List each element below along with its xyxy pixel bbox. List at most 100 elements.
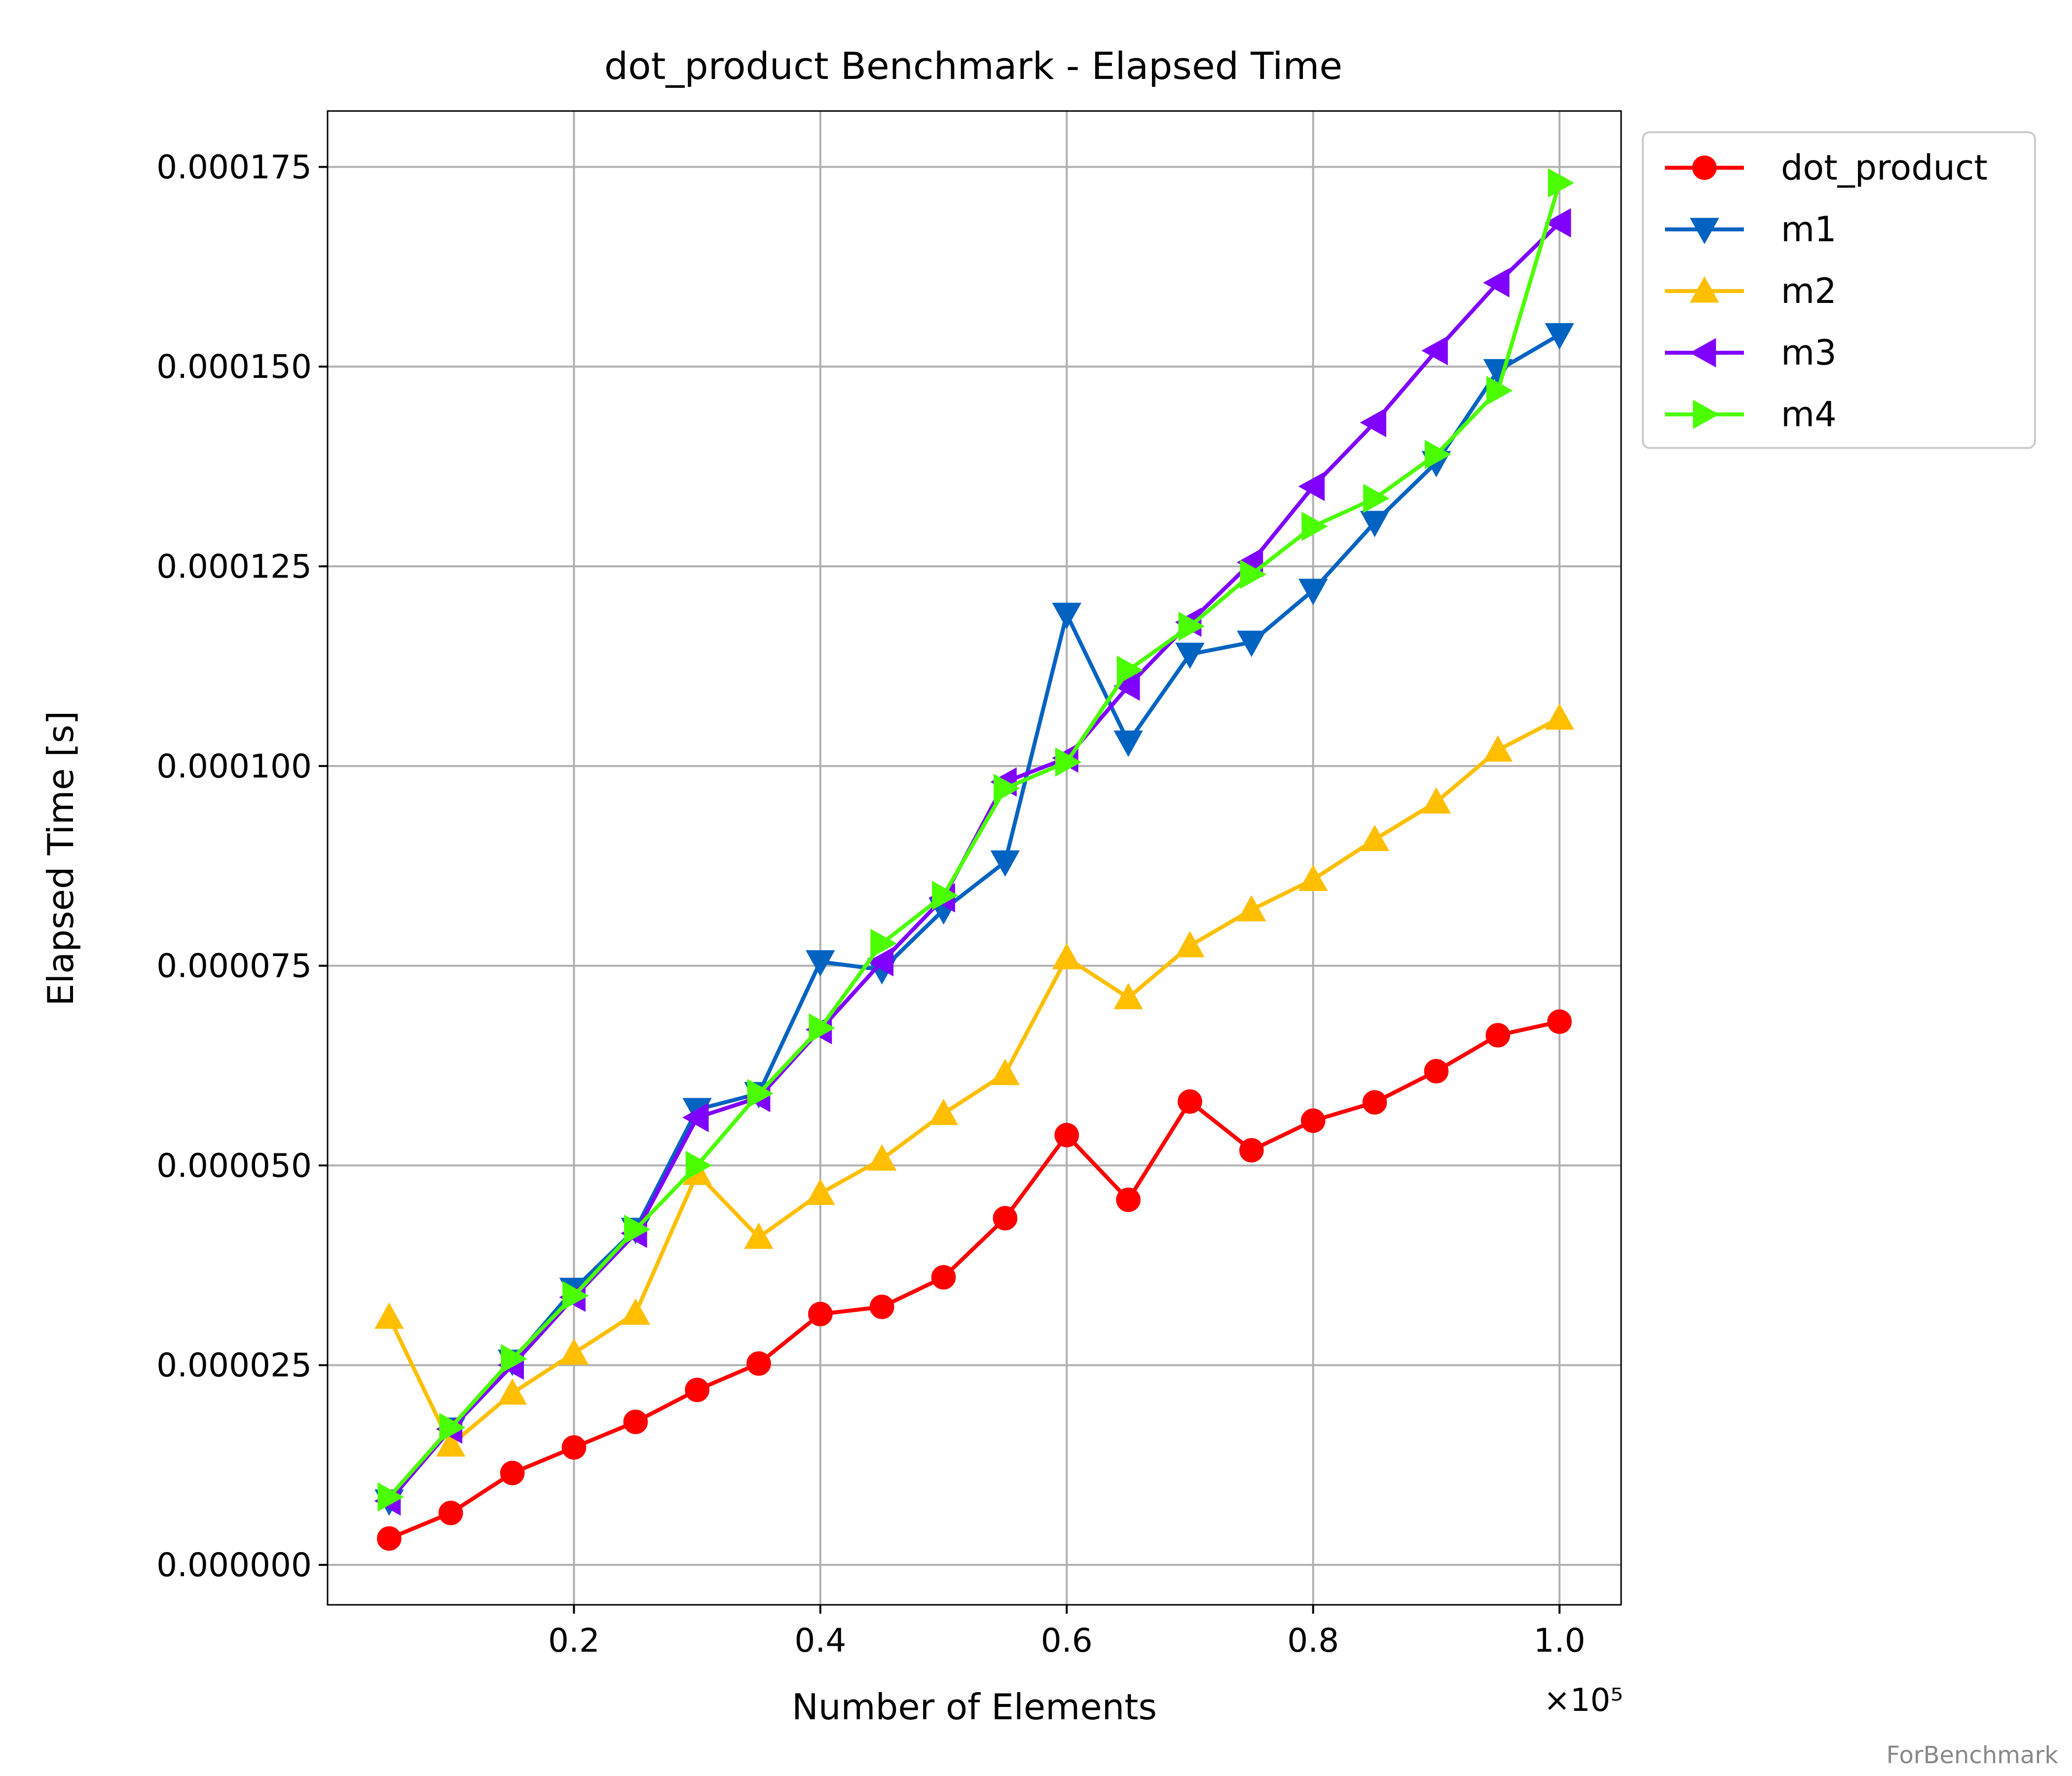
- data-point: [1116, 655, 1144, 685]
- data-point: [990, 850, 1020, 877]
- legend-item: m4: [1665, 394, 1837, 435]
- plot-frame: [327, 110, 1622, 1606]
- data-point: [993, 1206, 1018, 1231]
- data-point: [621, 1298, 650, 1325]
- data-point: [377, 1482, 404, 1512]
- series-m4: [377, 168, 1575, 1512]
- data-point: [1113, 730, 1143, 757]
- grid-lines: [328, 111, 1621, 1605]
- x-tick-label: 1.0: [1534, 1622, 1586, 1660]
- legend-item: dot_product: [1665, 148, 1988, 188]
- data-point: [1545, 323, 1574, 350]
- legend-label: m2: [1781, 271, 1837, 311]
- legend-label: m4: [1781, 394, 1837, 435]
- data-point: [682, 1103, 709, 1132]
- data-point: [1360, 824, 1390, 851]
- data-point: [1545, 703, 1574, 730]
- data-point: [685, 1150, 712, 1181]
- data-point: [685, 1377, 709, 1403]
- legend-label: m1: [1781, 209, 1837, 250]
- data-point: [1486, 376, 1513, 406]
- data-point: [744, 1222, 774, 1249]
- x-axis-label: Number of Elements: [792, 1686, 1157, 1728]
- data-point: [1178, 1089, 1202, 1114]
- y-tick-label: 0.000125: [156, 548, 312, 586]
- data-point: [1116, 1187, 1141, 1212]
- data-point: [1360, 511, 1390, 537]
- data-point: [1483, 268, 1510, 297]
- data-point: [436, 1430, 466, 1457]
- data-point: [994, 774, 1020, 803]
- data-point: [867, 947, 894, 977]
- series-dot_product: [377, 1009, 1572, 1551]
- legend-item: m2: [1665, 271, 1837, 311]
- data-point: [1054, 1123, 1079, 1147]
- series-layer: [374, 168, 1575, 1551]
- data-point: [374, 1302, 404, 1329]
- legend-swatch-marker: [1689, 338, 1716, 368]
- y-tick-label: 0.000050: [156, 1147, 312, 1184]
- data-point: [931, 1265, 956, 1290]
- y-axis-ticks: 0.000000 0.000025 0.000050 0.000075 0.000100…: [156, 148, 328, 1584]
- data-point: [561, 1435, 587, 1460]
- data-point: [809, 1013, 835, 1043]
- series-line: [387, 333, 1561, 1503]
- legend-label: dot_product: [1781, 148, 1988, 188]
- data-point: [928, 1099, 959, 1125]
- data-point: [1113, 671, 1140, 701]
- legend-swatch-marker: [1690, 218, 1719, 245]
- legend-swatch-marker: [1692, 155, 1717, 180]
- x-tick-label: 0.2: [548, 1622, 600, 1660]
- data-point: [1239, 1138, 1264, 1163]
- legend-item: m3: [1665, 333, 1837, 373]
- data-point: [867, 1144, 897, 1171]
- x-tick-label: 0.8: [1287, 1622, 1339, 1660]
- data-point: [623, 1409, 648, 1434]
- data-point: [1237, 630, 1266, 657]
- y-axis-label: Elapsed Time [s]: [40, 711, 81, 1006]
- y-tick-label: 0.000025: [156, 1346, 312, 1384]
- data-point: [1175, 931, 1205, 958]
- data-point: [1178, 611, 1205, 641]
- series-m2: [374, 703, 1574, 1457]
- y-tick-label: 0.000075: [156, 947, 312, 985]
- x-tick-label: 0.4: [794, 1622, 846, 1660]
- data-point: [559, 1338, 589, 1365]
- data-point: [497, 1378, 527, 1405]
- data-point: [1175, 642, 1205, 669]
- legend-label: m3: [1781, 333, 1837, 373]
- chart-title: dot_product Benchmark - Elapsed Time: [604, 44, 1342, 88]
- series-m3: [374, 208, 1571, 1516]
- x-axis-multiplier: ×10⁵: [1544, 1682, 1623, 1719]
- x-axis-ticks: 0.2 0.4 0.6 0.8 1.0: [548, 1605, 1586, 1660]
- data-point: [500, 1461, 525, 1485]
- data-point: [932, 881, 959, 910]
- data-point: [438, 1500, 463, 1525]
- data-point: [1360, 407, 1386, 438]
- data-point: [1240, 559, 1266, 589]
- y-tick-label: 0.000000: [156, 1546, 312, 1584]
- legend-item: m1: [1665, 209, 1837, 250]
- data-point: [990, 1059, 1020, 1085]
- x-tick-label: 0.6: [1041, 1622, 1093, 1660]
- data-point: [1298, 864, 1328, 891]
- data-point: [1424, 1059, 1449, 1084]
- data-point: [1052, 943, 1081, 969]
- legend-swatch-marker: [1690, 276, 1719, 303]
- y-tick-label: 0.000150: [156, 348, 312, 386]
- data-point: [1548, 168, 1575, 198]
- data-point: [1425, 440, 1451, 469]
- data-point: [870, 928, 897, 958]
- legend-frame: [1642, 131, 2036, 449]
- data-point: [1301, 512, 1328, 541]
- watermark: ForBenchmark: [1886, 1741, 2058, 1769]
- legend-swatch-marker: [1693, 400, 1720, 429]
- y-tick-label: 0.000100: [156, 747, 312, 785]
- data-point: [439, 1412, 466, 1443]
- data-point: [1298, 472, 1325, 501]
- data-point: [1421, 336, 1448, 366]
- data-point: [1363, 483, 1390, 514]
- data-point: [562, 1281, 589, 1311]
- data-point: [1545, 208, 1571, 238]
